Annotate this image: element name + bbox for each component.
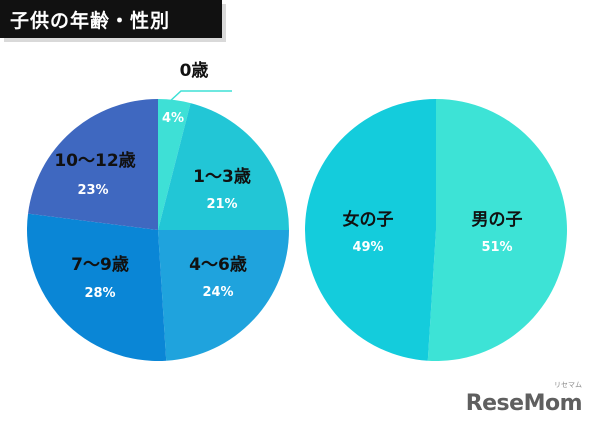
- logo-subtext: リセマム: [554, 381, 582, 389]
- gender-value-label-0: 51%: [481, 240, 512, 255]
- age-value-label-0: 4%: [162, 111, 184, 126]
- age-slice-0: [158, 99, 191, 230]
- age-value-label-2: 24%: [202, 285, 233, 300]
- age-category-label-0: 0歳: [180, 60, 209, 81]
- resemom-logo: ReseMom: [465, 391, 583, 416]
- gender-category-label-1: 女の子: [343, 209, 394, 230]
- title-bar: 子供の年齢・性別: [0, 0, 222, 38]
- chart-title: 子供の年齢・性別: [10, 9, 171, 32]
- gender-slice-0: [427, 99, 567, 361]
- age-slice-4: [28, 99, 158, 230]
- age-category-label-1: 1〜3歳: [193, 166, 251, 187]
- age-category-label-2: 4〜6歳: [189, 254, 247, 275]
- age-leader-line: [167, 90, 232, 104]
- age-category-label-3: 7〜9歳: [71, 254, 129, 275]
- age-category-label-4: 10〜12歳: [54, 150, 135, 171]
- age-slice-3: [27, 213, 167, 362]
- age-value-label-1: 21%: [206, 197, 237, 212]
- age-slice-2: [158, 230, 289, 361]
- age-value-label-3: 28%: [84, 286, 115, 301]
- age-value-label-4: 23%: [77, 183, 108, 198]
- age-slice-1: [158, 103, 289, 230]
- gender-value-label-1: 49%: [352, 240, 383, 255]
- gender-category-label-0: 男の子: [472, 210, 523, 230]
- gender-slice-1: [304, 99, 436, 361]
